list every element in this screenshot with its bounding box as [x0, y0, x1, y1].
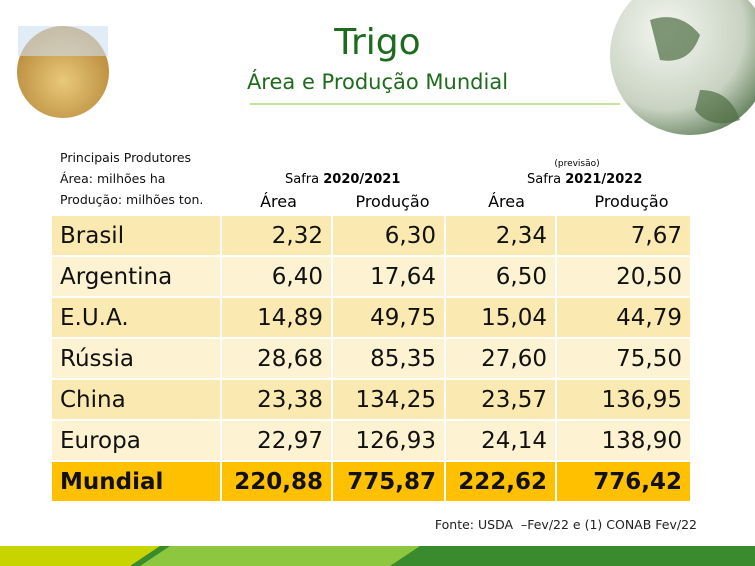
- cell: 44,79: [555, 296, 692, 339]
- cell: 7,67: [555, 214, 692, 257]
- cell: 775,87: [331, 460, 446, 503]
- group-header: Safra 2020/2021: [285, 172, 400, 187]
- cell: 2,34: [444, 214, 557, 257]
- column-header: Área: [260, 192, 297, 211]
- table-row: Rússia 28,68 85,35 27,60 75,50: [50, 337, 692, 380]
- cell: 28,68: [220, 337, 333, 380]
- cell: 22,97: [220, 419, 333, 462]
- footer-stripe: [0, 546, 160, 566]
- row-label: E.U.A.: [50, 296, 222, 339]
- cell: 136,95: [555, 378, 692, 421]
- sky: [18, 26, 108, 56]
- cell: 6,30: [331, 214, 446, 257]
- cell: 2,32: [220, 214, 333, 257]
- cell: 222,62: [444, 460, 557, 503]
- row-label: Argentina: [50, 255, 222, 298]
- cell: 776,42: [555, 460, 692, 503]
- column-header: Área: [488, 192, 525, 211]
- cell: 6,50: [444, 255, 557, 298]
- cell: 14,89: [220, 296, 333, 339]
- cell: 23,57: [444, 378, 557, 421]
- cell: 138,90: [555, 419, 692, 462]
- table-row: Brasil 2,32 6,30 2,34 7,67: [50, 214, 692, 257]
- row-label: Rússia: [50, 337, 222, 380]
- title: Trigo: [334, 22, 421, 63]
- row-label: China: [50, 378, 222, 421]
- cell: 6,40: [220, 255, 333, 298]
- note: Produção: milhões ton.: [60, 192, 204, 207]
- group-label: Safra: [527, 172, 562, 187]
- table-row: E.U.A. 14,89 49,75 15,04 44,79: [50, 296, 692, 339]
- row-label: Mundial: [50, 460, 222, 503]
- group-season: 2021/2022: [565, 172, 643, 187]
- cell: 27,60: [444, 337, 557, 380]
- cell: 134,25: [331, 378, 446, 421]
- table-row: Europa 22,97 126,93 24,14 138,90: [50, 419, 692, 462]
- cell: 23,38: [220, 378, 333, 421]
- note: Área: milhões ha: [60, 171, 166, 186]
- cell: 24,14: [444, 419, 557, 462]
- footer-stripe: [140, 546, 420, 566]
- table-row: Argentina 6,40 17,64 6,50 20,50: [50, 255, 692, 298]
- source: Fonte: USDA –Fev/22 e (1) CONAB Fev/22: [434, 517, 697, 532]
- cell: 15,04: [444, 296, 557, 339]
- group-header: Safra 2021/2022: [527, 172, 642, 187]
- table-row: Mundial 220,88 775,87 222,62 776,42: [50, 460, 692, 503]
- subtitle: Área e Produção Mundial: [246, 70, 509, 94]
- group-season: 2020/2021: [323, 172, 401, 187]
- group-label: Safra: [285, 172, 320, 187]
- column-header: Produção: [355, 192, 430, 211]
- note: Principais Produtores: [60, 150, 192, 165]
- table-row: China 23,38 134,25 23,57 136,95: [50, 378, 692, 421]
- cell: 20,50: [555, 255, 692, 298]
- cell: 85,35: [331, 337, 446, 380]
- cell: 126,93: [331, 419, 446, 462]
- cell: 17,64: [331, 255, 446, 298]
- group-note: (previsão): [554, 159, 600, 169]
- cell: 220,88: [220, 460, 333, 503]
- table: Brasil 2,32 6,30 2,34 7,67 Argentina 6,40 17,64…: [50, 214, 692, 503]
- cell: 75,50: [555, 337, 692, 380]
- column-header: Produção: [594, 192, 669, 211]
- row-label: Brasil: [50, 214, 222, 257]
- row-label: Europa: [50, 419, 222, 462]
- globe-land: [650, 17, 740, 124]
- cell: 49,75: [331, 296, 446, 339]
